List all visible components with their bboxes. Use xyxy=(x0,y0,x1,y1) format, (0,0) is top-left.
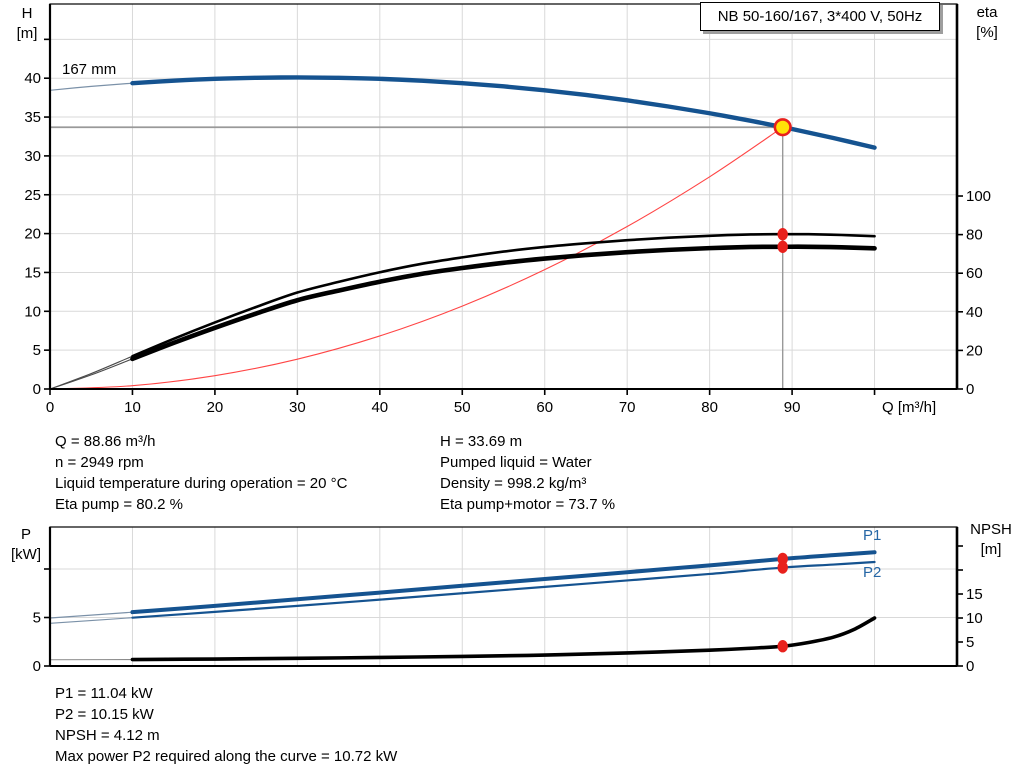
left-tick-label: 35 xyxy=(24,109,41,126)
p2-curve-label: P2 xyxy=(863,564,882,581)
left-tick-label: 10 xyxy=(24,303,41,320)
result-p1: P1 = 11.04 kW xyxy=(55,685,153,702)
duty-point-marker[interactable] xyxy=(773,118,792,137)
result-eta-pump: Eta pump = 80.2 % xyxy=(55,496,183,513)
left-tick-label: 25 xyxy=(24,187,41,204)
result-speed: n = 2949 rpm xyxy=(55,454,144,471)
eta-pump-motor-point-marker xyxy=(777,240,788,253)
impeller-diameter-label: 167 mm xyxy=(62,61,117,78)
duty-results-right: H = 33.69 m Pumped liquid = Water Densit… xyxy=(440,431,615,515)
p1-curve xyxy=(130,550,877,615)
x-tick-label: 90 xyxy=(784,399,801,416)
right-tick-label: 5 xyxy=(966,634,974,651)
eta-axis-label-line1: eta xyxy=(976,4,998,21)
result-liquid-temperature: Liquid temperature during operation = 20… xyxy=(55,475,348,492)
eta-axis-label: eta [%] xyxy=(964,3,1010,43)
right-tick-label: 80 xyxy=(966,227,983,244)
result-pumped-liquid: Pumped liquid = Water xyxy=(440,454,592,471)
left-tick-label: 15 xyxy=(24,264,41,281)
left-tick-label: 0 xyxy=(33,381,41,398)
plot-border xyxy=(49,526,958,667)
h-axis-label-line2: [m] xyxy=(16,25,38,42)
system-curve xyxy=(49,126,784,390)
right-tick-label: 100 xyxy=(966,188,991,205)
result-eta-pump-motor: Eta pump+motor = 73.7 % xyxy=(440,496,616,513)
p2-point-marker xyxy=(777,561,788,574)
left-tick-label: 0 xyxy=(33,658,41,675)
npsh-axis-label-line2: [m] xyxy=(980,541,1002,558)
right-tick-label: 60 xyxy=(966,265,983,282)
pump-curve-167mm xyxy=(130,75,877,150)
result-npsh: NPSH = 4.12 m xyxy=(55,727,160,744)
x-tick-label: 40 xyxy=(371,399,388,416)
result-density: Density = 998.2 kg/m³ xyxy=(440,475,587,492)
eta-pump-curve xyxy=(131,232,876,358)
result-q: Q = 88.86 m³/h xyxy=(55,433,156,450)
x-tick-label: 30 xyxy=(289,399,306,416)
left-tick-label: 5 xyxy=(33,610,41,627)
h-axis-label: H [m] xyxy=(6,4,48,44)
result-p2: P2 = 10.15 kW xyxy=(55,706,154,723)
x-tick-label: 50 xyxy=(454,399,471,416)
npsh-point-marker xyxy=(777,640,788,653)
left-tick-label: 5 xyxy=(33,342,41,359)
q-axis-label: Q [m³/h] xyxy=(882,399,937,416)
right-tick-label: 0 xyxy=(966,381,974,398)
eta-pump-motor-curve xyxy=(130,244,877,362)
p-axis-label-line2: [kW] xyxy=(11,546,41,563)
p1-curve-label: P1 xyxy=(863,527,882,544)
h-axis-label-line1: H xyxy=(21,5,33,22)
x-tick-label: 20 xyxy=(207,399,224,416)
eta-axis-label-line2: [%] xyxy=(976,24,998,41)
npsh-axis-label: NPSH [m] xyxy=(960,520,1022,560)
x-tick-label: 70 xyxy=(619,399,636,416)
x-tick-label: 10 xyxy=(124,399,141,416)
x-tick-label: 60 xyxy=(536,399,553,416)
result-h: H = 33.69 m xyxy=(440,433,523,450)
left-tick-label: 20 xyxy=(24,226,41,243)
result-max-power: Max power P2 required along the curve = … xyxy=(55,748,398,765)
pump-title-box: NB 50-160/167, 3*400 V, 50Hz xyxy=(700,2,940,31)
eta-pump-point-marker xyxy=(777,228,788,241)
right-tick-label: 20 xyxy=(966,342,983,359)
right-tick-label: 0 xyxy=(966,658,974,675)
left-tick-label: 40 xyxy=(24,70,41,87)
p-axis-label-line1: P xyxy=(20,526,31,543)
p-axis-label: P [kW] xyxy=(4,525,48,565)
p1-point-marker xyxy=(777,552,788,566)
duty-results-left: Q = 88.86 m³/h n = 2949 rpm Liquid tempe… xyxy=(55,431,347,515)
p2-curve xyxy=(131,560,876,619)
x-tick-label: 80 xyxy=(701,399,718,416)
x-tick-label: 0 xyxy=(46,399,54,416)
npsh-axis-label-line1: NPSH xyxy=(970,521,1012,538)
right-tick-label: 10 xyxy=(966,610,983,627)
npsh-curve xyxy=(130,616,877,662)
right-tick-label: 40 xyxy=(966,304,983,321)
left-tick-label: 30 xyxy=(24,148,41,165)
power-results: P1 = 11.04 kW P2 = 10.15 kW NPSH = 4.12 … xyxy=(55,683,397,767)
right-tick-label: 15 xyxy=(966,586,983,603)
plot-border xyxy=(49,3,958,390)
